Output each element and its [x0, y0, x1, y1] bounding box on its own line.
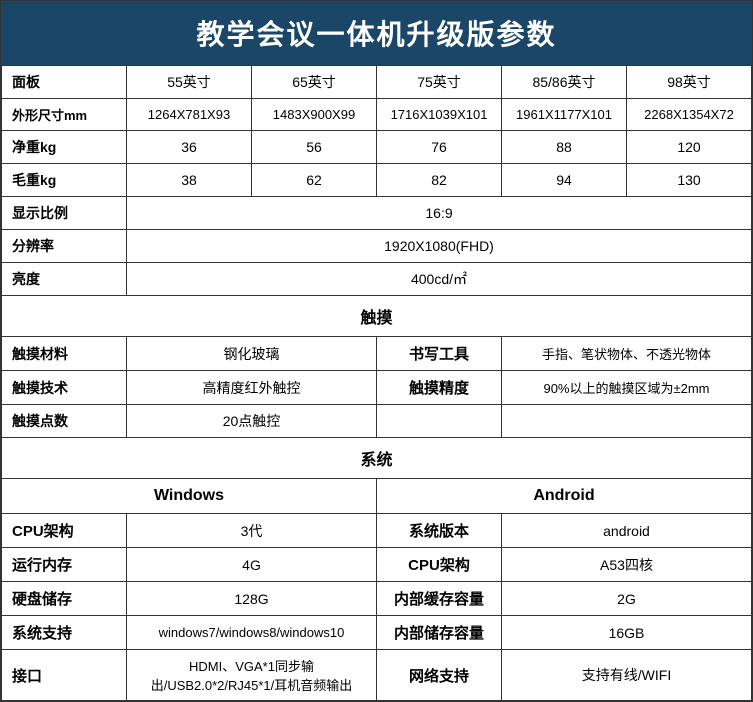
gw-2: 82	[377, 164, 502, 197]
nw-3: 88	[502, 131, 627, 164]
panel-size-2: 75英寸	[377, 66, 502, 99]
nw-1: 56	[252, 131, 377, 164]
android-header: Android	[377, 479, 752, 514]
dim-0: 1264X781X93	[127, 99, 252, 131]
and-version-value: android	[502, 514, 752, 548]
row-sys-3: 硬盘储存 128G 内部缓存容量 2G	[2, 582, 752, 616]
row-sys-5: 接口 HDMI、VGA*1同步输出/USB2.0*2/RJ45*1/耳机音频输出…	[2, 650, 752, 701]
resolution-value: 1920X1080(FHD)	[127, 230, 752, 263]
row-touch-header: 触摸	[2, 296, 752, 337]
row-net-weight: 净重kg 36 56 76 88 120	[2, 131, 752, 164]
dimensions-label: 外形尺寸mm	[2, 99, 127, 131]
touch-accuracy-value: 90%以上的触摸区域为±2mm	[502, 371, 752, 405]
gw-3: 94	[502, 164, 627, 197]
net-weight-label: 净重kg	[2, 131, 127, 164]
touch-section-header: 触摸	[2, 296, 752, 337]
touch-tech-label: 触摸技术	[2, 371, 127, 405]
row-sys-4: 系统支持 windows7/windows8/windows10 内部储存容量 …	[2, 616, 752, 650]
gw-0: 38	[127, 164, 252, 197]
spec-table: 面板 55英寸 65英寸 75英寸 85/86英寸 98英寸 外形尺寸mm 12…	[1, 65, 752, 701]
row-touch-1: 触摸材料 钢化玻璃 书写工具 手指、笔状物体、不透光物体	[2, 337, 752, 371]
and-cpu-value: A53四核	[502, 548, 752, 582]
system-section-header: 系统	[2, 438, 752, 479]
empty-cell-2	[502, 405, 752, 438]
and-network-value: 支持有线/WIFI	[502, 650, 752, 701]
win-storage-value: 128G	[127, 582, 377, 616]
row-touch-3: 触摸点数 20点触控	[2, 405, 752, 438]
touch-tech-value: 高精度红外触控	[127, 371, 377, 405]
resolution-label: 分辨率	[2, 230, 127, 263]
dim-2: 1716X1039X101	[377, 99, 502, 131]
touch-points-value: 20点触控	[127, 405, 377, 438]
touch-accuracy-label: 触摸精度	[377, 371, 502, 405]
display-ratio-label: 显示比例	[2, 197, 127, 230]
row-display-ratio: 显示比例 16:9	[2, 197, 752, 230]
row-brightness: 亮度 400cd/㎡	[2, 263, 752, 296]
row-gross-weight: 毛重kg 38 62 82 94 130	[2, 164, 752, 197]
gross-weight-label: 毛重kg	[2, 164, 127, 197]
nw-4: 120	[627, 131, 752, 164]
row-panel: 面板 55英寸 65英寸 75英寸 85/86英寸 98英寸	[2, 66, 752, 99]
row-touch-2: 触摸技术 高精度红外触控 触摸精度 90%以上的触摸区域为±2mm	[2, 371, 752, 405]
win-storage-label: 硬盘储存	[2, 582, 127, 616]
win-cpu-value: 3代	[127, 514, 377, 548]
row-os-headers: Windows Android	[2, 479, 752, 514]
brightness-value: 400cd/㎡	[127, 263, 752, 296]
row-resolution: 分辨率 1920X1080(FHD)	[2, 230, 752, 263]
nw-2: 76	[377, 131, 502, 164]
and-cache-label: 内部缓存容量	[377, 582, 502, 616]
panel-size-1: 65英寸	[252, 66, 377, 99]
display-ratio-value: 16:9	[127, 197, 752, 230]
row-sys-2: 运行内存 4G CPU架构 A53四核	[2, 548, 752, 582]
and-storage-label: 内部储存容量	[377, 616, 502, 650]
touch-material-value: 钢化玻璃	[127, 337, 377, 371]
win-ports-value: HDMI、VGA*1同步输出/USB2.0*2/RJ45*1/耳机音频输出	[127, 650, 377, 701]
panel-size-3: 85/86英寸	[502, 66, 627, 99]
gw-1: 62	[252, 164, 377, 197]
row-system-header: 系统	[2, 438, 752, 479]
panel-size-4: 98英寸	[627, 66, 752, 99]
nw-0: 36	[127, 131, 252, 164]
writing-tool-label: 书写工具	[377, 337, 502, 371]
and-network-label: 网络支持	[377, 650, 502, 701]
row-sys-1: CPU架构 3代 系统版本 android	[2, 514, 752, 548]
touch-points-label: 触摸点数	[2, 405, 127, 438]
panel-label: 面板	[2, 66, 127, 99]
and-version-label: 系统版本	[377, 514, 502, 548]
and-cache-value: 2G	[502, 582, 752, 616]
dim-1: 1483X900X99	[252, 99, 377, 131]
gw-4: 130	[627, 164, 752, 197]
win-support-label: 系统支持	[2, 616, 127, 650]
touch-material-label: 触摸材料	[2, 337, 127, 371]
win-ram-label: 运行内存	[2, 548, 127, 582]
brightness-label: 亮度	[2, 263, 127, 296]
writing-tool-value: 手指、笔状物体、不透光物体	[502, 337, 752, 371]
empty-cell-1	[377, 405, 502, 438]
win-cpu-label: CPU架构	[2, 514, 127, 548]
win-ram-value: 4G	[127, 548, 377, 582]
panel-size-0: 55英寸	[127, 66, 252, 99]
win-ports-label: 接口	[2, 650, 127, 701]
dim-3: 1961X1177X101	[502, 99, 627, 131]
row-dimensions: 外形尺寸mm 1264X781X93 1483X900X99 1716X1039…	[2, 99, 752, 131]
and-storage-value: 16GB	[502, 616, 752, 650]
title-bar: 教学会议一体机升级版参数	[1, 1, 752, 65]
dim-4: 2268X1354X72	[627, 99, 752, 131]
windows-header: Windows	[2, 479, 377, 514]
win-support-value: windows7/windows8/windows10	[127, 616, 377, 650]
and-cpu-label: CPU架构	[377, 548, 502, 582]
spec-table-container: 教学会议一体机升级版参数 面板 55英寸 65英寸 75英寸 85/86英寸 9…	[0, 0, 753, 702]
